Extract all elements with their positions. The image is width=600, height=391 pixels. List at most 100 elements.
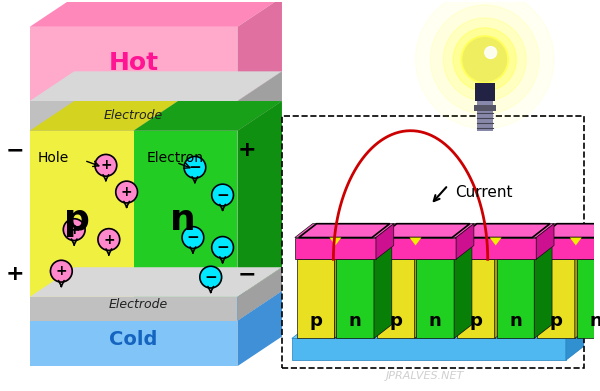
Circle shape — [453, 28, 517, 91]
Text: −: − — [205, 270, 217, 285]
Polygon shape — [29, 267, 282, 297]
Polygon shape — [454, 246, 472, 339]
Text: +: + — [68, 222, 80, 237]
Text: n: n — [170, 203, 196, 237]
Polygon shape — [134, 131, 238, 297]
Polygon shape — [497, 246, 552, 259]
Text: −: − — [5, 140, 24, 160]
Text: Electron: Electron — [146, 151, 203, 165]
Circle shape — [485, 47, 497, 59]
Text: p: p — [64, 203, 90, 237]
Text: n: n — [509, 312, 522, 330]
Polygon shape — [410, 238, 421, 246]
Polygon shape — [238, 101, 282, 297]
Polygon shape — [337, 259, 374, 339]
Polygon shape — [29, 27, 238, 101]
Text: n: n — [589, 312, 600, 330]
Polygon shape — [377, 246, 433, 259]
Text: JPRALVES.NET: JPRALVES.NET — [386, 371, 464, 381]
Text: Electrode: Electrode — [104, 109, 163, 122]
Polygon shape — [29, 297, 238, 321]
Polygon shape — [377, 259, 415, 339]
Polygon shape — [292, 339, 566, 360]
Text: Hole: Hole — [38, 151, 69, 165]
Text: +: + — [103, 233, 115, 246]
Polygon shape — [534, 246, 552, 339]
Polygon shape — [416, 246, 472, 259]
Circle shape — [184, 156, 206, 178]
Circle shape — [64, 219, 85, 240]
Polygon shape — [292, 325, 584, 339]
Text: +: + — [100, 158, 112, 172]
Polygon shape — [575, 246, 593, 339]
Circle shape — [212, 184, 233, 206]
Polygon shape — [455, 238, 536, 259]
Text: Cold: Cold — [109, 330, 158, 349]
Circle shape — [461, 36, 509, 83]
Polygon shape — [577, 246, 600, 259]
Polygon shape — [477, 101, 493, 131]
Polygon shape — [297, 259, 334, 339]
Polygon shape — [337, 246, 392, 259]
Polygon shape — [238, 0, 282, 101]
Text: p: p — [550, 312, 562, 330]
Polygon shape — [570, 238, 582, 246]
Polygon shape — [334, 246, 352, 339]
Polygon shape — [29, 291, 282, 321]
Polygon shape — [494, 246, 512, 339]
Polygon shape — [375, 238, 456, 259]
Polygon shape — [375, 224, 474, 238]
Polygon shape — [577, 259, 600, 339]
Polygon shape — [455, 224, 554, 238]
Text: n: n — [429, 312, 442, 330]
Polygon shape — [535, 238, 600, 259]
Text: −: − — [238, 264, 257, 284]
Polygon shape — [475, 83, 494, 101]
Polygon shape — [474, 105, 496, 111]
Circle shape — [443, 18, 526, 101]
Polygon shape — [29, 101, 238, 131]
Text: n: n — [349, 312, 362, 330]
Polygon shape — [238, 71, 282, 131]
Bar — [282, 116, 584, 368]
Text: −: − — [216, 240, 229, 255]
Polygon shape — [537, 259, 575, 339]
Polygon shape — [295, 238, 376, 259]
Text: +: + — [5, 264, 24, 284]
Polygon shape — [536, 224, 554, 259]
Text: −: − — [187, 230, 199, 245]
Circle shape — [212, 237, 233, 258]
Circle shape — [116, 181, 137, 203]
Circle shape — [430, 5, 539, 114]
Polygon shape — [535, 224, 600, 238]
Polygon shape — [297, 246, 352, 259]
Polygon shape — [29, 131, 134, 297]
Polygon shape — [374, 246, 392, 339]
Polygon shape — [457, 246, 512, 259]
Circle shape — [95, 154, 117, 176]
Circle shape — [416, 0, 554, 129]
Polygon shape — [490, 238, 502, 246]
Polygon shape — [134, 101, 282, 131]
Polygon shape — [497, 259, 534, 339]
Polygon shape — [29, 101, 178, 131]
Circle shape — [463, 38, 506, 81]
Circle shape — [182, 227, 204, 248]
Text: Electrode: Electrode — [109, 298, 168, 311]
Circle shape — [50, 260, 72, 282]
Circle shape — [98, 229, 120, 250]
Circle shape — [200, 266, 221, 288]
Text: +: + — [56, 264, 67, 278]
Polygon shape — [238, 291, 282, 366]
Polygon shape — [238, 267, 282, 321]
Polygon shape — [416, 259, 454, 339]
Polygon shape — [566, 325, 584, 360]
Text: p: p — [389, 312, 402, 330]
Polygon shape — [29, 321, 238, 366]
Polygon shape — [329, 238, 341, 246]
Text: −: − — [188, 160, 201, 175]
Polygon shape — [376, 224, 394, 259]
Polygon shape — [415, 246, 433, 339]
Polygon shape — [29, 71, 282, 101]
Polygon shape — [29, 0, 282, 27]
